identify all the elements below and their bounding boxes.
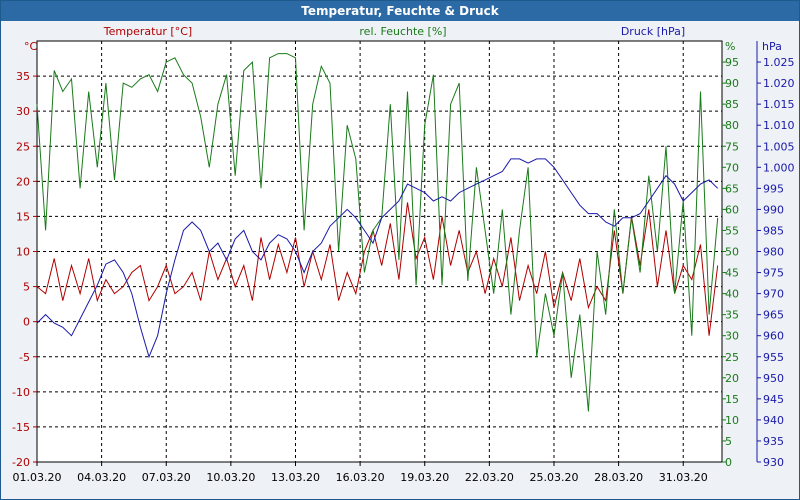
x-tick-label: 16.03.20 <box>336 471 385 484</box>
x-tick-label: 07.03.20 <box>142 471 191 484</box>
pressure-tick-label: 935 <box>763 435 784 448</box>
humidity-tick-label: 5 <box>725 435 732 448</box>
pressure-axis-title: Druck [hPa] <box>621 25 685 38</box>
pressure-tick-label: 990 <box>763 203 784 216</box>
humidity-tick-label: 60 <box>725 203 739 216</box>
temperature-series-line <box>36 202 719 336</box>
axes-group: -20 -15 -10 -5 0 5 10 15 20 25 30 35 °C Temperatur [°… <box>12 25 794 484</box>
temperature-tick-label: -5 <box>19 351 30 364</box>
pressure-unit-label: hPa <box>762 40 782 53</box>
x-tick-label: 22.03.20 <box>465 471 514 484</box>
temperature-tick-label: 30 <box>16 105 30 118</box>
temperature-tick-label: 0 <box>23 316 30 329</box>
temperature-tick-label: 15 <box>16 210 30 223</box>
pressure-tick-label: 940 <box>763 414 784 427</box>
pressure-tick-label: 980 <box>763 246 784 259</box>
humidity-tick-label: 70 <box>725 161 739 174</box>
pressure-tick-label: 995 <box>763 182 784 195</box>
humidity-axis-title: rel. Feuchte [%] <box>359 25 446 38</box>
pressure-tick-label: 965 <box>763 309 784 322</box>
pressure-tick-label: 955 <box>763 351 784 364</box>
temperature-tick-label: 20 <box>16 175 30 188</box>
humidity-tick-label: 75 <box>725 140 739 153</box>
humidity-unit-label: % <box>725 40 735 53</box>
pressure-tick-label: 1.015 <box>763 98 795 111</box>
humidity-tick-label: 35 <box>725 309 739 322</box>
humidity-tick-label: 45 <box>725 267 739 280</box>
pressure-tick-label: 930 <box>763 456 784 469</box>
x-tick-label: 04.03.20 <box>77 471 126 484</box>
pressure-tick-label: 1.005 <box>763 140 795 153</box>
x-tick-label: 10.03.20 <box>206 471 255 484</box>
chart-title: Temperatur, Feuchte & Druck <box>1 1 799 21</box>
humidity-tick-label: 10 <box>725 414 739 427</box>
humidity-tick-label: 40 <box>725 288 739 301</box>
humidity-tick-label: 90 <box>725 77 739 90</box>
x-tick-label: 13.03.20 <box>271 471 320 484</box>
pressure-tick-label: 975 <box>763 267 784 280</box>
temperature-tick-label: -20 <box>12 456 30 469</box>
humidity-tick-label: 20 <box>725 372 739 385</box>
temperature-unit-label: °C <box>24 40 38 53</box>
humidity-tick-label: 50 <box>725 246 739 259</box>
humidity-tick-label: 25 <box>725 351 739 364</box>
temperature-tick-label: -15 <box>12 421 30 434</box>
humidity-tick-label: 80 <box>725 119 739 132</box>
pressure-tick-label: 985 <box>763 224 784 237</box>
pressure-tick-label: 970 <box>763 288 784 301</box>
pressure-tick-label: 945 <box>763 393 784 406</box>
grid <box>37 41 722 462</box>
x-tick-label: 01.03.20 <box>13 471 62 484</box>
humidity-tick-label: 0 <box>725 456 732 469</box>
temperature-tick-label: -10 <box>12 386 30 399</box>
humidity-tick-label: 65 <box>725 182 739 195</box>
pressure-tick-label: 1.010 <box>763 119 795 132</box>
humidity-tick-label: 95 <box>725 56 739 69</box>
x-tick-label: 31.03.20 <box>659 471 708 484</box>
humidity-tick-label: 85 <box>725 98 739 111</box>
humidity-series-line <box>36 53 719 412</box>
humidity-tick-label: 30 <box>725 330 739 343</box>
pressure-tick-label: 1.025 <box>763 56 795 69</box>
pressure-tick-label: 960 <box>763 330 784 343</box>
x-tick-label: 19.03.20 <box>400 471 449 484</box>
x-tick-label: 28.03.20 <box>594 471 643 484</box>
pressure-tick-label: 1.020 <box>763 77 795 90</box>
series-group <box>36 53 719 412</box>
pressure-series-line <box>36 158 719 359</box>
pressure-tick-label: 1.000 <box>763 161 795 174</box>
temperature-tick-label: 10 <box>16 246 30 259</box>
temperature-tick-label: 35 <box>16 70 30 83</box>
x-tick-label: 25.03.20 <box>529 471 578 484</box>
temperature-tick-label: 25 <box>16 140 30 153</box>
humidity-tick-label: 15 <box>725 393 739 406</box>
humidity-tick-label: 55 <box>725 224 739 237</box>
pressure-tick-label: 950 <box>763 372 784 385</box>
temperature-axis-title: Temperatur [°C] <box>103 25 192 38</box>
temperature-tick-label: 5 <box>23 281 30 294</box>
